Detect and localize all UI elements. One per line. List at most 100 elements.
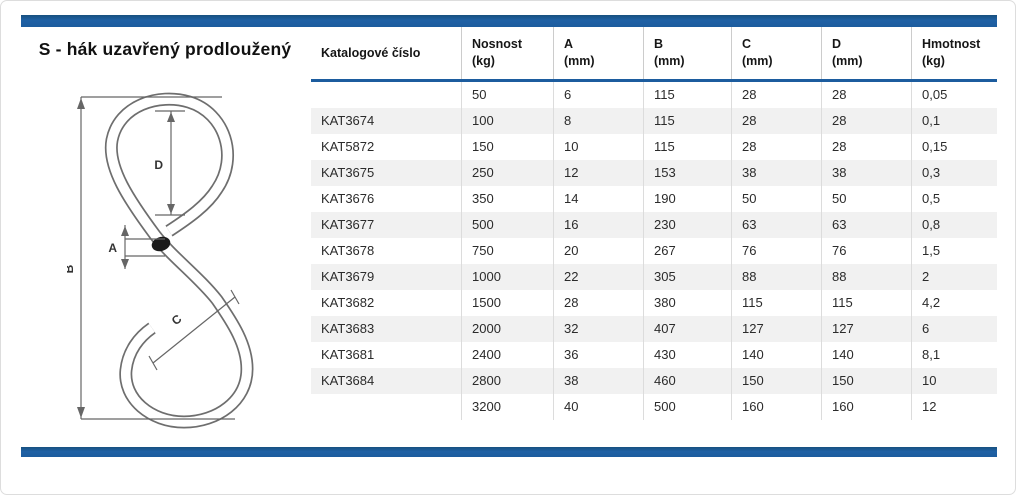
table-row: KAT3681 2400 36 430 140 140 8,1 bbox=[311, 342, 997, 368]
cell-a: 20 bbox=[553, 238, 643, 264]
cell-b: 115 bbox=[643, 108, 731, 134]
cell-a: 40 bbox=[553, 394, 643, 420]
cell-d: 88 bbox=[821, 264, 911, 290]
cell-c: 88 bbox=[731, 264, 821, 290]
wire-diameter-dot bbox=[151, 236, 171, 252]
cell-c: 140 bbox=[731, 342, 821, 368]
cell-hmotnost: 4,2 bbox=[911, 290, 997, 316]
cell-a: 10 bbox=[553, 134, 643, 160]
table-row: KAT3675 250 12 153 38 38 0,3 bbox=[311, 160, 997, 186]
cell-katalog: KAT3675 bbox=[321, 165, 375, 180]
cell-nosnost: 1500 bbox=[461, 290, 553, 316]
dimension-label-d: D bbox=[154, 158, 163, 172]
cell-c: 28 bbox=[731, 82, 821, 108]
cell-katalog: KAT3682 bbox=[321, 295, 375, 310]
cell-hmotnost: 0,3 bbox=[911, 160, 997, 186]
cell-a: 14 bbox=[553, 186, 643, 212]
table-row: KAT3683 2000 32 407 127 127 6 bbox=[311, 316, 997, 342]
cell-hmotnost: 0,05 bbox=[911, 82, 997, 108]
dimension-label-b: B bbox=[67, 264, 76, 273]
cell-katalog: KAT3676 bbox=[321, 191, 375, 206]
cell-b: 153 bbox=[643, 160, 731, 186]
cell-b: 430 bbox=[643, 342, 731, 368]
column-header-a: A (mm) bbox=[553, 27, 643, 79]
hook-inner bbox=[106, 94, 252, 427]
cell-nosnost: 2000 bbox=[461, 316, 553, 342]
cell-c: 50 bbox=[731, 186, 821, 212]
cell-hmotnost: 0,1 bbox=[911, 108, 997, 134]
cell-c: 63 bbox=[731, 212, 821, 238]
cell-nosnost: 150 bbox=[461, 134, 553, 160]
top-accent-bar bbox=[21, 15, 997, 27]
cell-c: 76 bbox=[731, 238, 821, 264]
column-header-c: C (mm) bbox=[731, 27, 821, 79]
dimension-label-a: A bbox=[108, 241, 117, 255]
cell-d: 50 bbox=[821, 186, 911, 212]
cell-b: 115 bbox=[643, 134, 731, 160]
specification-table: Katalogové číslo Nosnost (kg) A (mm) B (mm) C (m… bbox=[311, 27, 997, 420]
s-hook-drawing: B D A C bbox=[67, 92, 254, 429]
table-row: 3200 40 500 160 160 12 bbox=[311, 394, 997, 420]
cell-hmotnost: 12 bbox=[911, 394, 997, 420]
column-header-katalog: Katalogové číslo bbox=[321, 45, 421, 60]
cell-a: 38 bbox=[553, 368, 643, 394]
cell-nosnost: 750 bbox=[461, 238, 553, 264]
cell-katalog: KAT3677 bbox=[321, 217, 375, 232]
cell-a: 12 bbox=[553, 160, 643, 186]
cell-b: 115 bbox=[643, 82, 731, 108]
dimension-label-c: C bbox=[169, 311, 185, 328]
cell-katalog: KAT3684 bbox=[321, 373, 375, 388]
column-header-b: B (mm) bbox=[643, 27, 731, 79]
cell-c: 38 bbox=[731, 160, 821, 186]
cell-b: 305 bbox=[643, 264, 731, 290]
table-body: 50 6 115 28 28 0,05 KAT3674 100 8 115 28 28 0,1 KAT58… bbox=[311, 82, 997, 420]
table-row: KAT3674 100 8 115 28 28 0,1 bbox=[311, 108, 997, 134]
cell-b: 380 bbox=[643, 290, 731, 316]
cell-b: 407 bbox=[643, 316, 731, 342]
column-header-nosnost: Nosnost (kg) bbox=[461, 27, 553, 79]
cell-nosnost: 250 bbox=[461, 160, 553, 186]
cell-nosnost: 350 bbox=[461, 186, 553, 212]
cell-katalog: KAT5872 bbox=[321, 139, 375, 154]
cell-c: 127 bbox=[731, 316, 821, 342]
cell-katalog: KAT3678 bbox=[321, 243, 375, 258]
column-header-hmotnost: Hmotnost (kg) bbox=[911, 27, 997, 79]
cell-b: 230 bbox=[643, 212, 731, 238]
cell-d: 63 bbox=[821, 212, 911, 238]
table-row: KAT3676 350 14 190 50 50 0,5 bbox=[311, 186, 997, 212]
cell-b: 190 bbox=[643, 186, 731, 212]
cell-d: 140 bbox=[821, 342, 911, 368]
table-row: KAT3684 2800 38 460 150 150 10 bbox=[311, 368, 997, 394]
cell-nosnost: 50 bbox=[461, 82, 553, 108]
cell-c: 160 bbox=[731, 394, 821, 420]
cell-hmotnost: 10 bbox=[911, 368, 997, 394]
table-row: KAT3678 750 20 267 76 76 1,5 bbox=[311, 238, 997, 264]
cell-d: 150 bbox=[821, 368, 911, 394]
cell-hmotnost: 1,5 bbox=[911, 238, 997, 264]
cell-katalog: KAT3679 bbox=[321, 269, 375, 284]
cell-d: 160 bbox=[821, 394, 911, 420]
cell-hmotnost: 0,5 bbox=[911, 186, 997, 212]
cell-b: 460 bbox=[643, 368, 731, 394]
cell-a: 28 bbox=[553, 290, 643, 316]
cell-hmotnost: 0,15 bbox=[911, 134, 997, 160]
cell-b: 267 bbox=[643, 238, 731, 264]
table-row: KAT3679 1000 22 305 88 88 2 bbox=[311, 264, 997, 290]
cell-katalog: KAT3674 bbox=[321, 113, 375, 128]
table-row: KAT3677 500 16 230 63 63 0,8 bbox=[311, 212, 997, 238]
cell-katalog bbox=[311, 82, 461, 108]
cell-hmotnost: 6 bbox=[911, 316, 997, 342]
cell-c: 150 bbox=[731, 368, 821, 394]
s-hook-diagram: B D A C bbox=[67, 85, 272, 435]
cell-d: 28 bbox=[821, 82, 911, 108]
cell-hmotnost: 8,1 bbox=[911, 342, 997, 368]
cell-a: 36 bbox=[553, 342, 643, 368]
cell-hmotnost: 0,8 bbox=[911, 212, 997, 238]
cell-nosnost: 500 bbox=[461, 212, 553, 238]
cell-a: 22 bbox=[553, 264, 643, 290]
cell-c: 28 bbox=[731, 108, 821, 134]
cell-d: 127 bbox=[821, 316, 911, 342]
table-row: KAT5872 150 10 115 28 28 0,15 bbox=[311, 134, 997, 160]
cell-nosnost: 2400 bbox=[461, 342, 553, 368]
